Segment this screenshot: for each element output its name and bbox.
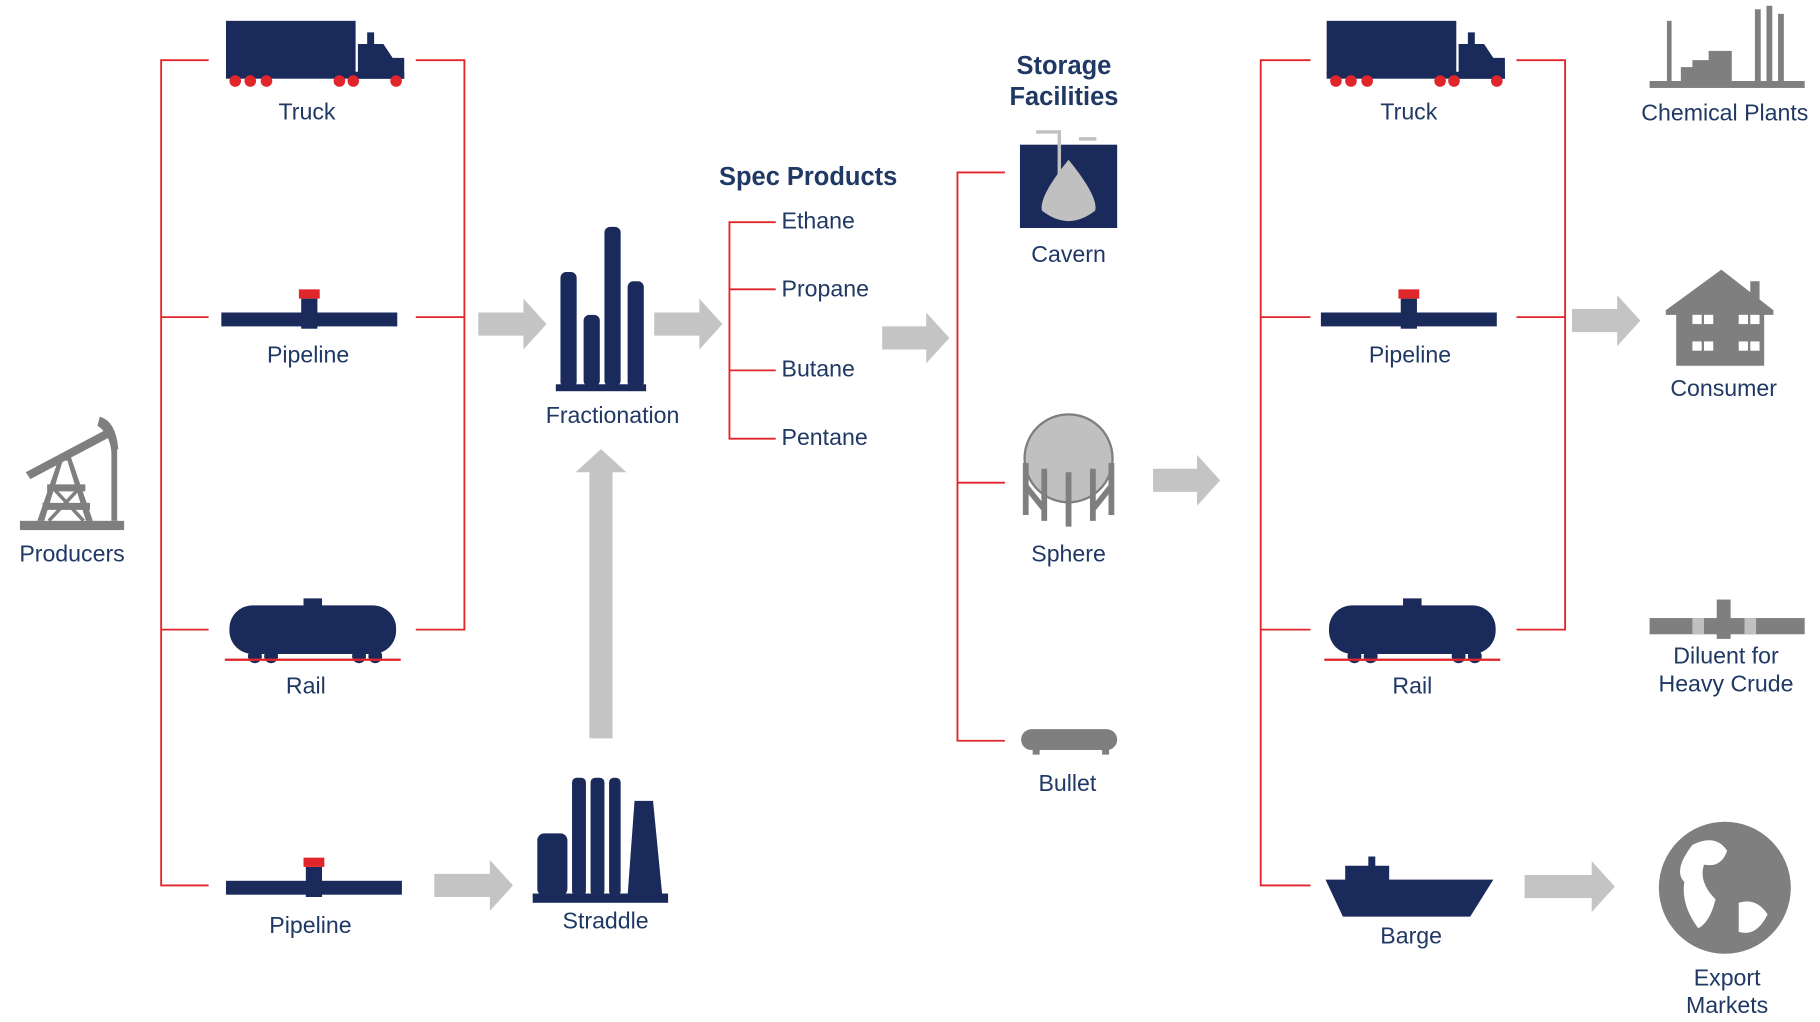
bracket	[415, 59, 466, 631]
market-label: Markets	[1686, 992, 1768, 1018]
product-label: Butane	[782, 355, 855, 381]
transport-label: Truck	[279, 99, 336, 125]
transport-label: Truck	[1380, 99, 1437, 125]
storage-label: Bullet	[1038, 770, 1096, 796]
straddle-icon	[532, 777, 669, 903]
transport-label: Pipeline	[1369, 342, 1451, 368]
market-label: Heavy Crude	[1658, 670, 1793, 696]
fractionation-icon	[555, 226, 647, 392]
bracket	[160, 59, 209, 887]
rail-icon	[224, 598, 401, 664]
arrows	[434, 295, 1641, 913]
bracket	[956, 171, 1005, 742]
processing-label: Fractionation	[546, 402, 680, 428]
globe-icon	[1658, 821, 1791, 954]
market-label: Diluent for	[1673, 643, 1779, 669]
product-label: Ethane	[782, 207, 855, 233]
diluent-icon	[1649, 599, 1805, 639]
product-label: Propane	[782, 276, 869, 302]
storage-label: Sphere	[1031, 541, 1106, 567]
producers-label: Producers	[19, 541, 124, 567]
spec-products-title: Spec Products	[719, 163, 897, 191]
producers-icon	[19, 416, 125, 531]
product-label: Pentane	[782, 424, 868, 450]
consumer-icon	[1665, 269, 1774, 366]
chemical-plants-icon	[1649, 5, 1805, 88]
pipeline-icon	[1320, 289, 1497, 329]
bullet-icon	[1021, 729, 1118, 755]
market-label: Chemical Plants	[1641, 100, 1808, 126]
transport-label: Pipeline	[269, 912, 351, 938]
storage-title: Facilities	[1009, 83, 1118, 111]
bracket	[728, 221, 776, 440]
transport-label: Rail	[1392, 673, 1432, 699]
processing-label: Straddle	[563, 908, 649, 934]
barge-icon	[1325, 856, 1494, 917]
pipeline-icon	[221, 289, 398, 329]
bracket	[1516, 59, 1567, 631]
rail-icon	[1324, 598, 1501, 664]
storage-label: Cavern	[1031, 241, 1106, 267]
sphere-icon	[1022, 413, 1115, 527]
market-label: Export	[1694, 964, 1761, 990]
transport-label: Rail	[286, 673, 326, 699]
pipeline-icon	[225, 857, 402, 897]
transport-label: Barge	[1380, 923, 1442, 949]
storage-title: Storage	[1017, 52, 1112, 80]
cavern-icon	[1019, 130, 1118, 229]
transport-label: Pipeline	[267, 342, 349, 368]
bracket	[1259, 59, 1311, 887]
market-label: Consumer	[1670, 375, 1777, 401]
truck-icon	[225, 20, 405, 87]
truck-icon	[1326, 20, 1505, 87]
